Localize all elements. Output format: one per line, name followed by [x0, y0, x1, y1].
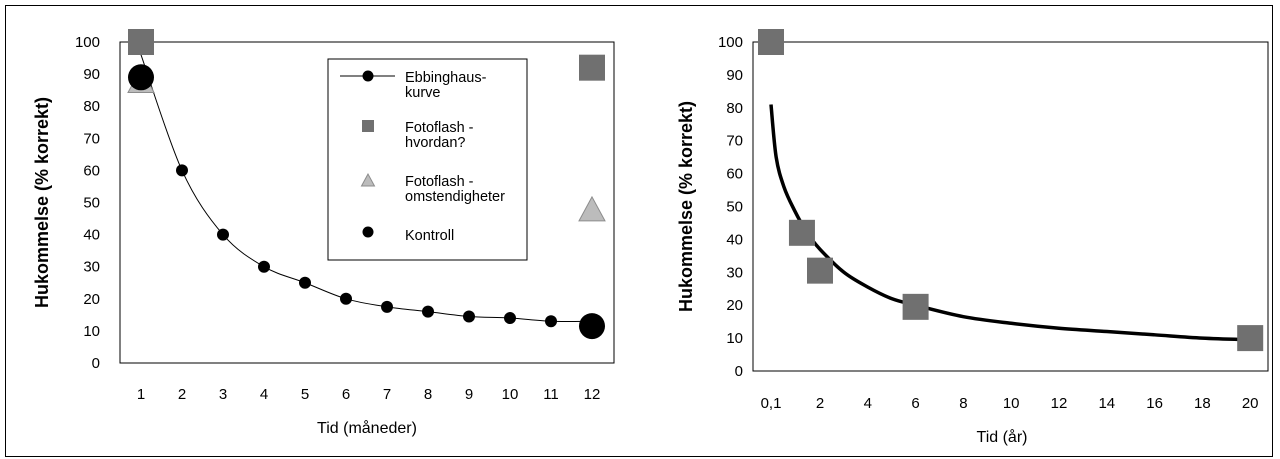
y-tick-label: 40 — [83, 227, 100, 244]
y-axis-title: Hukommelse (% korrekt) — [676, 101, 696, 312]
x-axis-title: Tid (år) — [977, 428, 1028, 446]
y-tick-label: 10 — [726, 330, 743, 347]
ebbinghaus-point — [217, 228, 229, 241]
x-tick-label: 1 — [137, 386, 145, 403]
x-tick-label: 2 — [816, 395, 824, 412]
plot-area-right — [752, 41, 1269, 372]
x-tick-label: 6 — [911, 395, 919, 412]
x-tick-label: 12 — [584, 386, 601, 403]
ebbinghaus-point — [422, 305, 434, 318]
y-tick-label: 40 — [726, 231, 743, 248]
x-tick-label: 10 — [1003, 395, 1020, 412]
forgetting-curve-line — [769, 104, 1251, 342]
kontroll-point — [128, 64, 154, 91]
x-tick-label: 8 — [959, 395, 967, 412]
legend-box — [327, 58, 528, 261]
y-tick-label: 60 — [726, 166, 743, 183]
x-tick-label: 12 — [1051, 395, 1068, 412]
ebbinghaus-point — [381, 300, 393, 313]
x-tick-label: 11 — [543, 386, 559, 403]
legend-label: Ebbinghaus- — [405, 70, 487, 86]
data-square-point — [758, 29, 784, 55]
chart-right-years: 0 10 20 30 40 50 60 70 80 90 100 0,1 2 4 6 8 10 12 14 16 18 2… — [676, 29, 1269, 446]
y-tick-label: 20 — [83, 291, 100, 308]
y-tick-label: 80 — [83, 98, 100, 115]
y-tick-label: 30 — [726, 264, 743, 281]
legend-label: Kontroll — [405, 228, 454, 244]
legend-label: omstendigheter — [405, 189, 505, 205]
x-tick-label: 4 — [864, 395, 872, 412]
data-square-point — [788, 219, 815, 246]
y-tick-label: 50 — [726, 199, 743, 216]
y-tick-label: 0 — [735, 363, 743, 380]
legend-square-marker — [362, 120, 374, 132]
x-tick-label: 8 — [424, 386, 432, 403]
ebbinghaus-point — [299, 276, 311, 289]
x-tick-label: 6 — [342, 386, 350, 403]
y-tick-label: 20 — [726, 297, 743, 314]
data-square-point — [1237, 325, 1264, 352]
legend-label: kurve — [405, 85, 440, 101]
x-axis-title: Tid (måneder) — [317, 419, 417, 437]
legend-circle-marker — [362, 70, 374, 82]
fotoflash-hvordan-point — [579, 54, 605, 81]
fotoflash-omstendigheter-point — [578, 195, 606, 222]
legend-label: Fotoflash - — [405, 174, 474, 190]
y-tick-label: 60 — [83, 162, 100, 179]
x-tick-label: 0,1 — [761, 395, 782, 412]
ebbinghaus-point — [463, 310, 475, 323]
y-axis-title: Hukommelse (% korrekt) — [32, 97, 52, 308]
y-tick-label: 100 — [718, 34, 743, 51]
legend-label: Fotoflash - — [405, 120, 474, 136]
y-tick-label: 0 — [92, 355, 100, 372]
y-tick-label: 90 — [726, 67, 743, 84]
data-square-point — [902, 293, 929, 320]
ebbinghaus-point — [176, 164, 188, 177]
y-tick-label: 80 — [726, 100, 743, 117]
x-tick-label: 10 — [502, 386, 519, 403]
y-tick-label: 70 — [83, 130, 100, 147]
kontroll-point — [579, 313, 605, 340]
y-tick-label: 70 — [726, 133, 743, 150]
legend-label: hvordan? — [405, 135, 465, 151]
y-tick-label: 10 — [83, 323, 100, 340]
x-tick-label: 4 — [260, 386, 268, 403]
y-tick-label: 30 — [83, 259, 100, 276]
x-tick-label: 5 — [301, 386, 309, 403]
x-tick-label: 20 — [1242, 395, 1259, 412]
ebbinghaus-point — [258, 260, 270, 273]
x-tick-label: 3 — [219, 386, 227, 403]
legend-triangle-marker — [360, 172, 376, 187]
ebbinghaus-point — [504, 312, 516, 325]
data-square-point — [807, 257, 833, 284]
x-tick-label: 18 — [1194, 395, 1211, 412]
y-tick-label: 50 — [83, 195, 100, 212]
plot-area-left — [119, 41, 615, 364]
fotoflash-hvordan-point — [128, 29, 154, 55]
y-tick-label: 90 — [83, 66, 100, 83]
ebbinghaus-point — [340, 292, 352, 305]
figure-frame — [5, 5, 1273, 457]
x-tick-label: 14 — [1098, 395, 1115, 412]
x-tick-label: 2 — [178, 386, 186, 403]
ebbinghaus-point — [545, 315, 557, 328]
legend-circle-marker — [362, 226, 374, 238]
x-tick-label: 7 — [383, 386, 391, 403]
y-tick-label: 100 — [75, 34, 100, 51]
x-tick-label: 16 — [1146, 395, 1163, 412]
x-tick-label: 9 — [465, 386, 473, 403]
